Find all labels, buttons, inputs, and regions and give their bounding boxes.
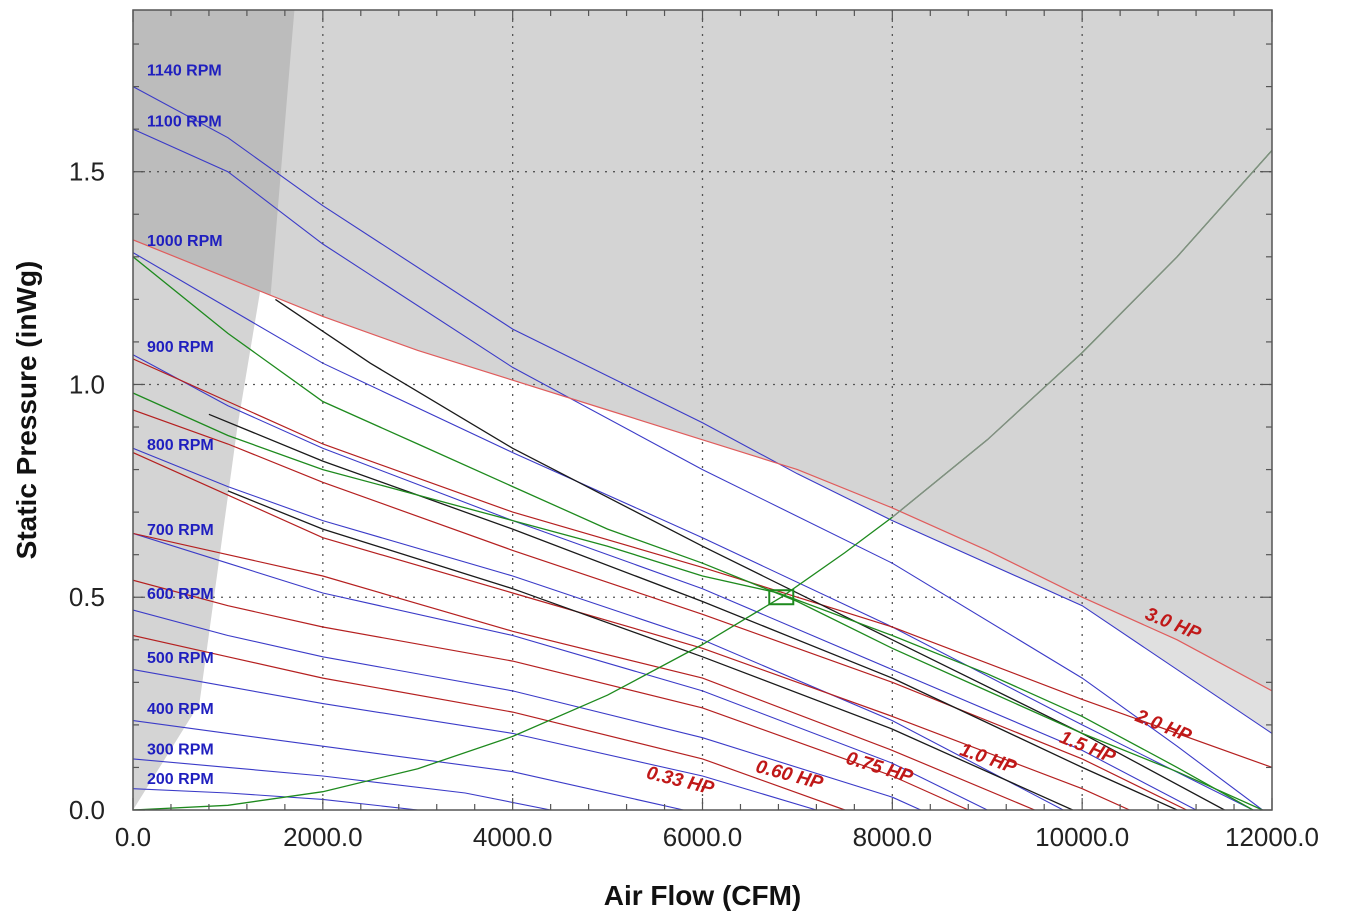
hp-curve	[133, 634, 846, 810]
y-axis-title: Static Pressure (inWg)	[11, 261, 42, 560]
hp-curve	[133, 579, 969, 810]
curve-layer	[133, 86, 1272, 810]
x-axis-title: Air Flow (CFM)	[604, 880, 802, 911]
rpm-curve	[133, 720, 684, 810]
rpm-curve-label: 700 RPM	[147, 522, 214, 539]
hp-curve	[133, 452, 1130, 810]
rpm-curve-label: 1000 RPM	[147, 233, 223, 250]
x-tick-label: 6000.0	[663, 822, 743, 852]
rpm-curve-label: 400 RPM	[147, 701, 214, 718]
efficiency-curve	[208, 413, 1178, 810]
hp-curve	[133, 409, 1187, 810]
rpm-curve-label: 1100 RPM	[147, 114, 222, 131]
rpm-curve	[133, 252, 1254, 810]
rpm-curve-label: 800 RPM	[147, 437, 214, 454]
rpm-curve-label: 200 RPM	[147, 771, 214, 788]
selected-fan-curve	[133, 256, 1263, 810]
rpm-curve	[133, 788, 418, 810]
rpm-curve-label: 1140 RPM	[147, 63, 222, 80]
system-curve-extension	[891, 150, 1272, 518]
efficiency-curve	[227, 490, 1073, 810]
operating-point-marker	[768, 589, 795, 606]
x-tick-label: 10000.0	[1035, 822, 1129, 852]
y-tick-label: 1.5	[69, 157, 105, 187]
over-power-region	[133, 10, 1272, 691]
x-tick-label: 0.0	[115, 822, 151, 852]
rpm-curve	[133, 532, 988, 810]
x-tick-label: 2000.0	[283, 822, 363, 852]
grid-layer	[133, 10, 1272, 810]
hp-curve	[133, 532, 1035, 810]
rpm-curve	[133, 758, 551, 810]
y-tick-label: 1.0	[69, 369, 105, 399]
selected-fan-curve	[133, 392, 1254, 810]
axis-layer: 0.0 2000.0 4000.0 6000.0 8000.0 10000.0 12000.…	[69, 10, 1319, 852]
rpm-curve-label: 600 RPM	[147, 586, 214, 603]
rpm-curve-label: 900 RPM	[147, 339, 214, 356]
y-tick-label: 0.5	[69, 582, 105, 612]
overlap-region	[133, 10, 295, 296]
rpm-curve	[133, 447, 1064, 810]
x-tick-label: 8000.0	[853, 822, 933, 852]
rpm-curve	[133, 609, 922, 810]
rpm-curve	[133, 354, 1197, 810]
rpm-curve-label: 500 RPM	[147, 650, 214, 667]
rpm-curve	[133, 86, 1272, 734]
x-tick-label: 12000.0	[1225, 822, 1319, 852]
hp-curve	[133, 239, 1272, 692]
y-tick-label: 0.0	[69, 795, 105, 825]
marker-layer	[768, 589, 795, 606]
hp-curve	[133, 358, 1272, 768]
rpm-curve	[133, 128, 1263, 810]
rpm-curve-label: 300 RPM	[147, 741, 214, 758]
x-tick-label: 4000.0	[473, 822, 553, 852]
rpm-curve	[133, 669, 817, 810]
